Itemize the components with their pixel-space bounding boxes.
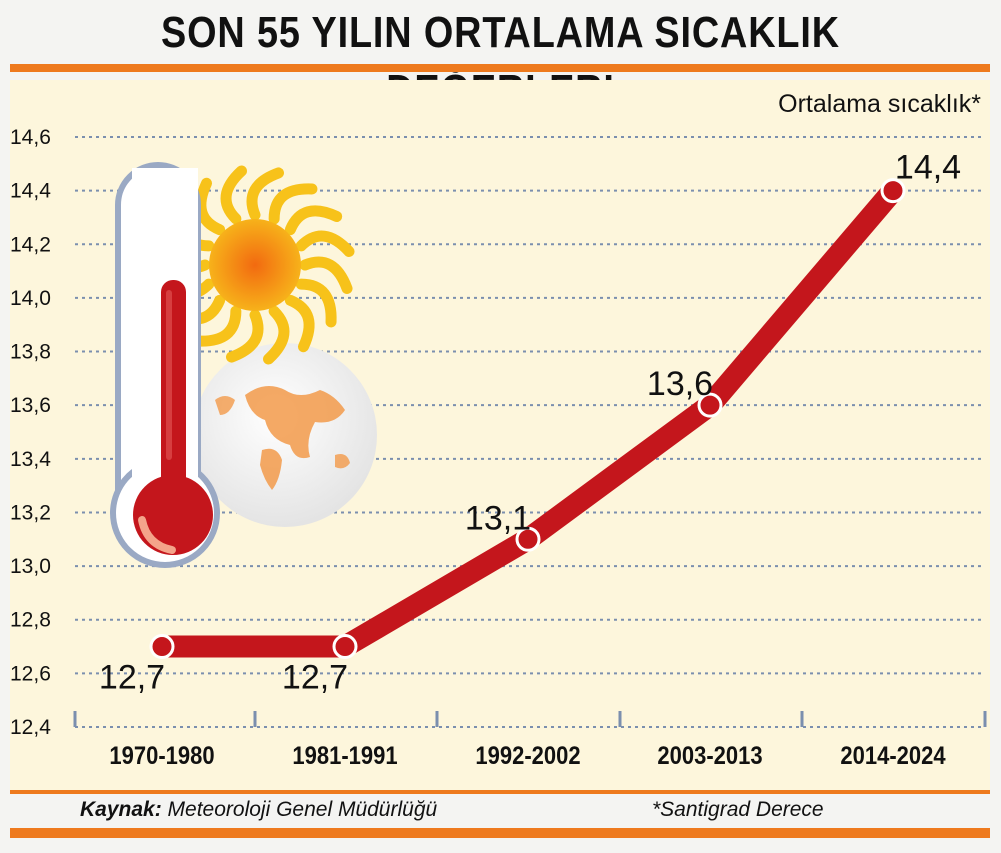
sun-ray bbox=[268, 183, 318, 225]
data-label: 13,1 bbox=[465, 499, 531, 537]
sun-ray bbox=[284, 205, 343, 236]
x-tick-label: 1981-1991 bbox=[292, 742, 397, 770]
y-tick-label: 14,6 bbox=[10, 126, 51, 149]
globe-icon bbox=[193, 343, 377, 527]
top-divider bbox=[10, 64, 990, 72]
bottom-bar bbox=[10, 828, 990, 838]
data-point bbox=[332, 634, 358, 660]
y-axis-label: Ortalama sıcaklık* bbox=[778, 90, 981, 118]
data-label: 14,4 bbox=[895, 149, 961, 187]
sun-ray bbox=[263, 305, 290, 365]
source-text: Meteoroloji Genel Müdürlüğü bbox=[161, 798, 438, 821]
sun-ray bbox=[295, 278, 337, 328]
sun-ray bbox=[284, 294, 315, 353]
sun-ray bbox=[299, 256, 353, 295]
y-tick-label: 13,6 bbox=[10, 394, 51, 417]
sun-ray bbox=[192, 305, 242, 347]
data-point bbox=[149, 634, 175, 660]
data-point bbox=[880, 178, 906, 204]
source-label: Kaynak: bbox=[80, 798, 162, 821]
sun-ray bbox=[295, 230, 355, 257]
data-label: 12,7 bbox=[282, 659, 348, 697]
data-label: 13,6 bbox=[647, 365, 713, 403]
bottom-divider bbox=[10, 790, 990, 794]
sun-ray bbox=[220, 165, 247, 225]
thermometer-icon bbox=[110, 162, 220, 568]
y-tick-label: 14,2 bbox=[10, 233, 51, 256]
climate-illustration bbox=[110, 162, 377, 568]
y-tick-label: 12,6 bbox=[10, 662, 51, 685]
y-tick-label: 13,8 bbox=[10, 341, 51, 364]
data-label: 12,7 bbox=[99, 659, 165, 697]
y-tick-label: 12,4 bbox=[10, 716, 51, 739]
x-tick-label: 1992-2002 bbox=[475, 742, 580, 770]
y-tick-label: 12,8 bbox=[10, 609, 51, 632]
sun-ray bbox=[225, 309, 264, 363]
source-note: Kaynak: Meteoroloji Genel Müdürlüğü bbox=[80, 798, 437, 822]
y-tick-label: 14,4 bbox=[10, 180, 51, 203]
x-tick-label: 2003-2013 bbox=[657, 742, 762, 770]
y-tick-label: 14,0 bbox=[10, 287, 51, 310]
x-tick-label: 1970-1980 bbox=[109, 742, 214, 770]
data-point bbox=[697, 392, 723, 418]
unit-footnote: *Santigrad Derece bbox=[652, 798, 824, 821]
data-point bbox=[515, 526, 541, 552]
y-tick-label: 13,2 bbox=[10, 501, 51, 524]
x-tick-label: 2014-2024 bbox=[840, 742, 945, 770]
sun-ray bbox=[195, 177, 226, 236]
sun-disc bbox=[209, 219, 301, 311]
sun-ray bbox=[246, 167, 285, 221]
y-tick-label: 13,0 bbox=[10, 555, 51, 578]
y-tick-label: 13,4 bbox=[10, 448, 51, 471]
